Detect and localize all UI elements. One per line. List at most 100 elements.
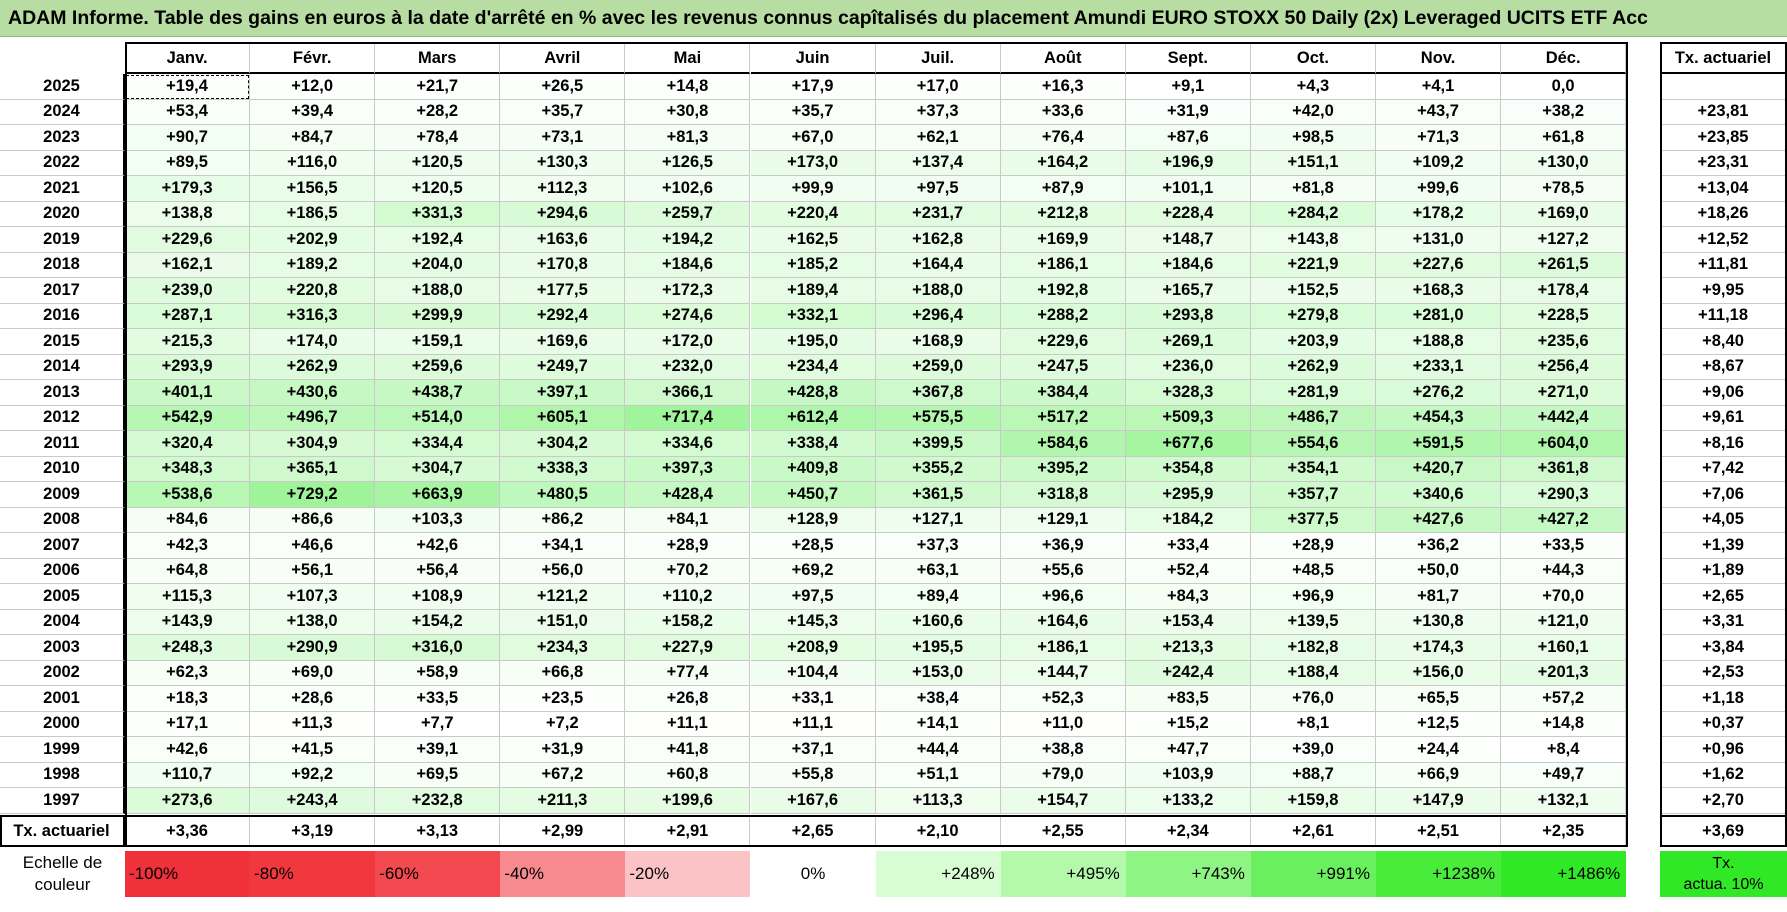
gain-cell[interactable]: +28,2: [375, 99, 501, 125]
gain-cell[interactable]: +63,1: [875, 558, 1001, 584]
gain-cell[interactable]: +81,3: [625, 125, 751, 151]
gain-cell[interactable]: +188,4: [1250, 660, 1376, 686]
gain-cell[interactable]: +79,0: [1000, 762, 1126, 788]
gain-cell[interactable]: +130,3: [500, 150, 626, 176]
gain-cell[interactable]: +186,1: [1000, 635, 1126, 661]
gain-cell[interactable]: +397,3: [625, 456, 751, 482]
gain-cell[interactable]: +42,3: [125, 533, 251, 559]
gain-cell[interactable]: +35,7: [750, 99, 876, 125]
gain-cell[interactable]: +8,4: [1501, 737, 1627, 763]
gain-cell[interactable]: +151,1: [1250, 150, 1376, 176]
gain-cell[interactable]: +28,9: [625, 533, 751, 559]
gain-cell[interactable]: +215,3: [125, 329, 251, 355]
gain-cell[interactable]: +147,9: [1376, 788, 1502, 814]
gain-cell[interactable]: +184,2: [1125, 507, 1251, 533]
gain-cell[interactable]: +184,6: [625, 252, 751, 278]
gain-cell[interactable]: +78,5: [1501, 176, 1627, 202]
gain-cell[interactable]: +137,4: [875, 150, 1001, 176]
gain-cell[interactable]: +96,9: [1250, 584, 1376, 610]
gain-cell[interactable]: +316,3: [250, 303, 376, 329]
gain-cell[interactable]: +14,8: [625, 74, 751, 100]
gain-cell[interactable]: +11,0: [1000, 711, 1126, 737]
gain-cell[interactable]: +76,4: [1000, 125, 1126, 151]
gain-cell[interactable]: +101,1: [1125, 176, 1251, 202]
gain-cell[interactable]: +42,0: [1250, 99, 1376, 125]
gain-cell[interactable]: +162,8: [875, 227, 1001, 253]
gain-cell[interactable]: +231,7: [875, 201, 1001, 227]
gain-cell[interactable]: +717,4: [625, 405, 751, 431]
gain-cell[interactable]: +14,8: [1501, 711, 1627, 737]
gain-cell[interactable]: +612,4: [750, 405, 876, 431]
gain-cell[interactable]: +202,9: [250, 227, 376, 253]
gain-cell[interactable]: +128,9: [750, 507, 876, 533]
gain-cell[interactable]: +304,9: [250, 431, 376, 457]
gain-cell[interactable]: +172,0: [625, 329, 751, 355]
gain-cell[interactable]: +28,6: [250, 686, 376, 712]
gain-cell[interactable]: +168,3: [1376, 278, 1502, 304]
gain-cell[interactable]: +110,7: [125, 762, 251, 788]
gain-cell[interactable]: +334,4: [375, 431, 501, 457]
gain-cell[interactable]: +144,7: [1000, 660, 1126, 686]
gain-cell[interactable]: +103,3: [375, 507, 501, 533]
gain-cell[interactable]: +76,0: [1250, 686, 1376, 712]
gain-cell[interactable]: +188,0: [375, 278, 501, 304]
gain-cell[interactable]: +328,3: [1125, 380, 1251, 406]
gain-cell[interactable]: +131,0: [1376, 227, 1502, 253]
gain-cell[interactable]: +41,5: [250, 737, 376, 763]
gain-cell[interactable]: +66,8: [500, 660, 626, 686]
gain-cell[interactable]: +84,3: [1125, 584, 1251, 610]
gain-cell[interactable]: +55,6: [1000, 558, 1126, 584]
gain-cell[interactable]: +153,0: [875, 660, 1001, 686]
gain-cell[interactable]: +33,5: [375, 686, 501, 712]
gain-cell[interactable]: +220,4: [750, 201, 876, 227]
gain-cell[interactable]: +66,9: [1376, 762, 1502, 788]
gain-cell[interactable]: +239,0: [125, 278, 251, 304]
gain-cell[interactable]: +36,9: [1000, 533, 1126, 559]
gain-cell[interactable]: +67,0: [750, 125, 876, 151]
gain-cell[interactable]: +729,2: [250, 482, 376, 508]
gain-cell[interactable]: +165,7: [1125, 278, 1251, 304]
gain-cell[interactable]: +55,8: [750, 762, 876, 788]
gain-cell[interactable]: +99,6: [1376, 176, 1502, 202]
gain-cell[interactable]: +110,2: [625, 584, 751, 610]
gain-cell[interactable]: +109,2: [1376, 150, 1502, 176]
gain-cell[interactable]: +279,8: [1250, 303, 1376, 329]
gain-cell[interactable]: +361,8: [1501, 456, 1627, 482]
gain-cell[interactable]: +274,6: [625, 303, 751, 329]
gain-cell[interactable]: +184,6: [1125, 252, 1251, 278]
gain-cell[interactable]: +14,1: [875, 711, 1001, 737]
gain-cell[interactable]: +138,0: [250, 609, 376, 635]
gain-cell[interactable]: +575,5: [875, 405, 1001, 431]
gain-cell[interactable]: +538,6: [125, 482, 251, 508]
gain-cell[interactable]: +262,9: [1250, 354, 1376, 380]
gain-cell[interactable]: +428,8: [750, 380, 876, 406]
gain-cell[interactable]: +227,9: [625, 635, 751, 661]
gain-cell[interactable]: +212,8: [1000, 201, 1126, 227]
gain-cell[interactable]: +509,3: [1125, 405, 1251, 431]
gain-cell[interactable]: +96,6: [1000, 584, 1126, 610]
gain-cell[interactable]: +428,4: [625, 482, 751, 508]
gain-cell[interactable]: +292,4: [500, 303, 626, 329]
gain-cell[interactable]: +57,2: [1501, 686, 1627, 712]
gain-cell[interactable]: +39,0: [1250, 737, 1376, 763]
gain-cell[interactable]: +409,8: [750, 456, 876, 482]
gain-cell[interactable]: +454,3: [1376, 405, 1502, 431]
gain-cell[interactable]: +115,3: [125, 584, 251, 610]
gain-cell[interactable]: +98,5: [1250, 125, 1376, 151]
gain-cell[interactable]: +38,2: [1501, 99, 1627, 125]
gain-cell[interactable]: +442,4: [1501, 405, 1627, 431]
gain-cell[interactable]: +154,7: [1000, 788, 1126, 814]
gain-cell[interactable]: +126,5: [625, 150, 751, 176]
gain-cell[interactable]: +83,5: [1125, 686, 1251, 712]
gain-cell[interactable]: +542,9: [125, 405, 251, 431]
gain-cell[interactable]: +39,4: [250, 99, 376, 125]
gain-cell[interactable]: +58,9: [375, 660, 501, 686]
gain-cell[interactable]: +97,5: [875, 176, 1001, 202]
gain-cell[interactable]: +256,4: [1501, 354, 1627, 380]
gain-cell[interactable]: +37,1: [750, 737, 876, 763]
gain-cell[interactable]: +232,8: [375, 788, 501, 814]
gain-cell[interactable]: +129,1: [1000, 507, 1126, 533]
gain-cell[interactable]: +87,6: [1125, 125, 1251, 151]
gain-cell[interactable]: +430,6: [250, 380, 376, 406]
gain-cell[interactable]: +186,1: [1000, 252, 1126, 278]
